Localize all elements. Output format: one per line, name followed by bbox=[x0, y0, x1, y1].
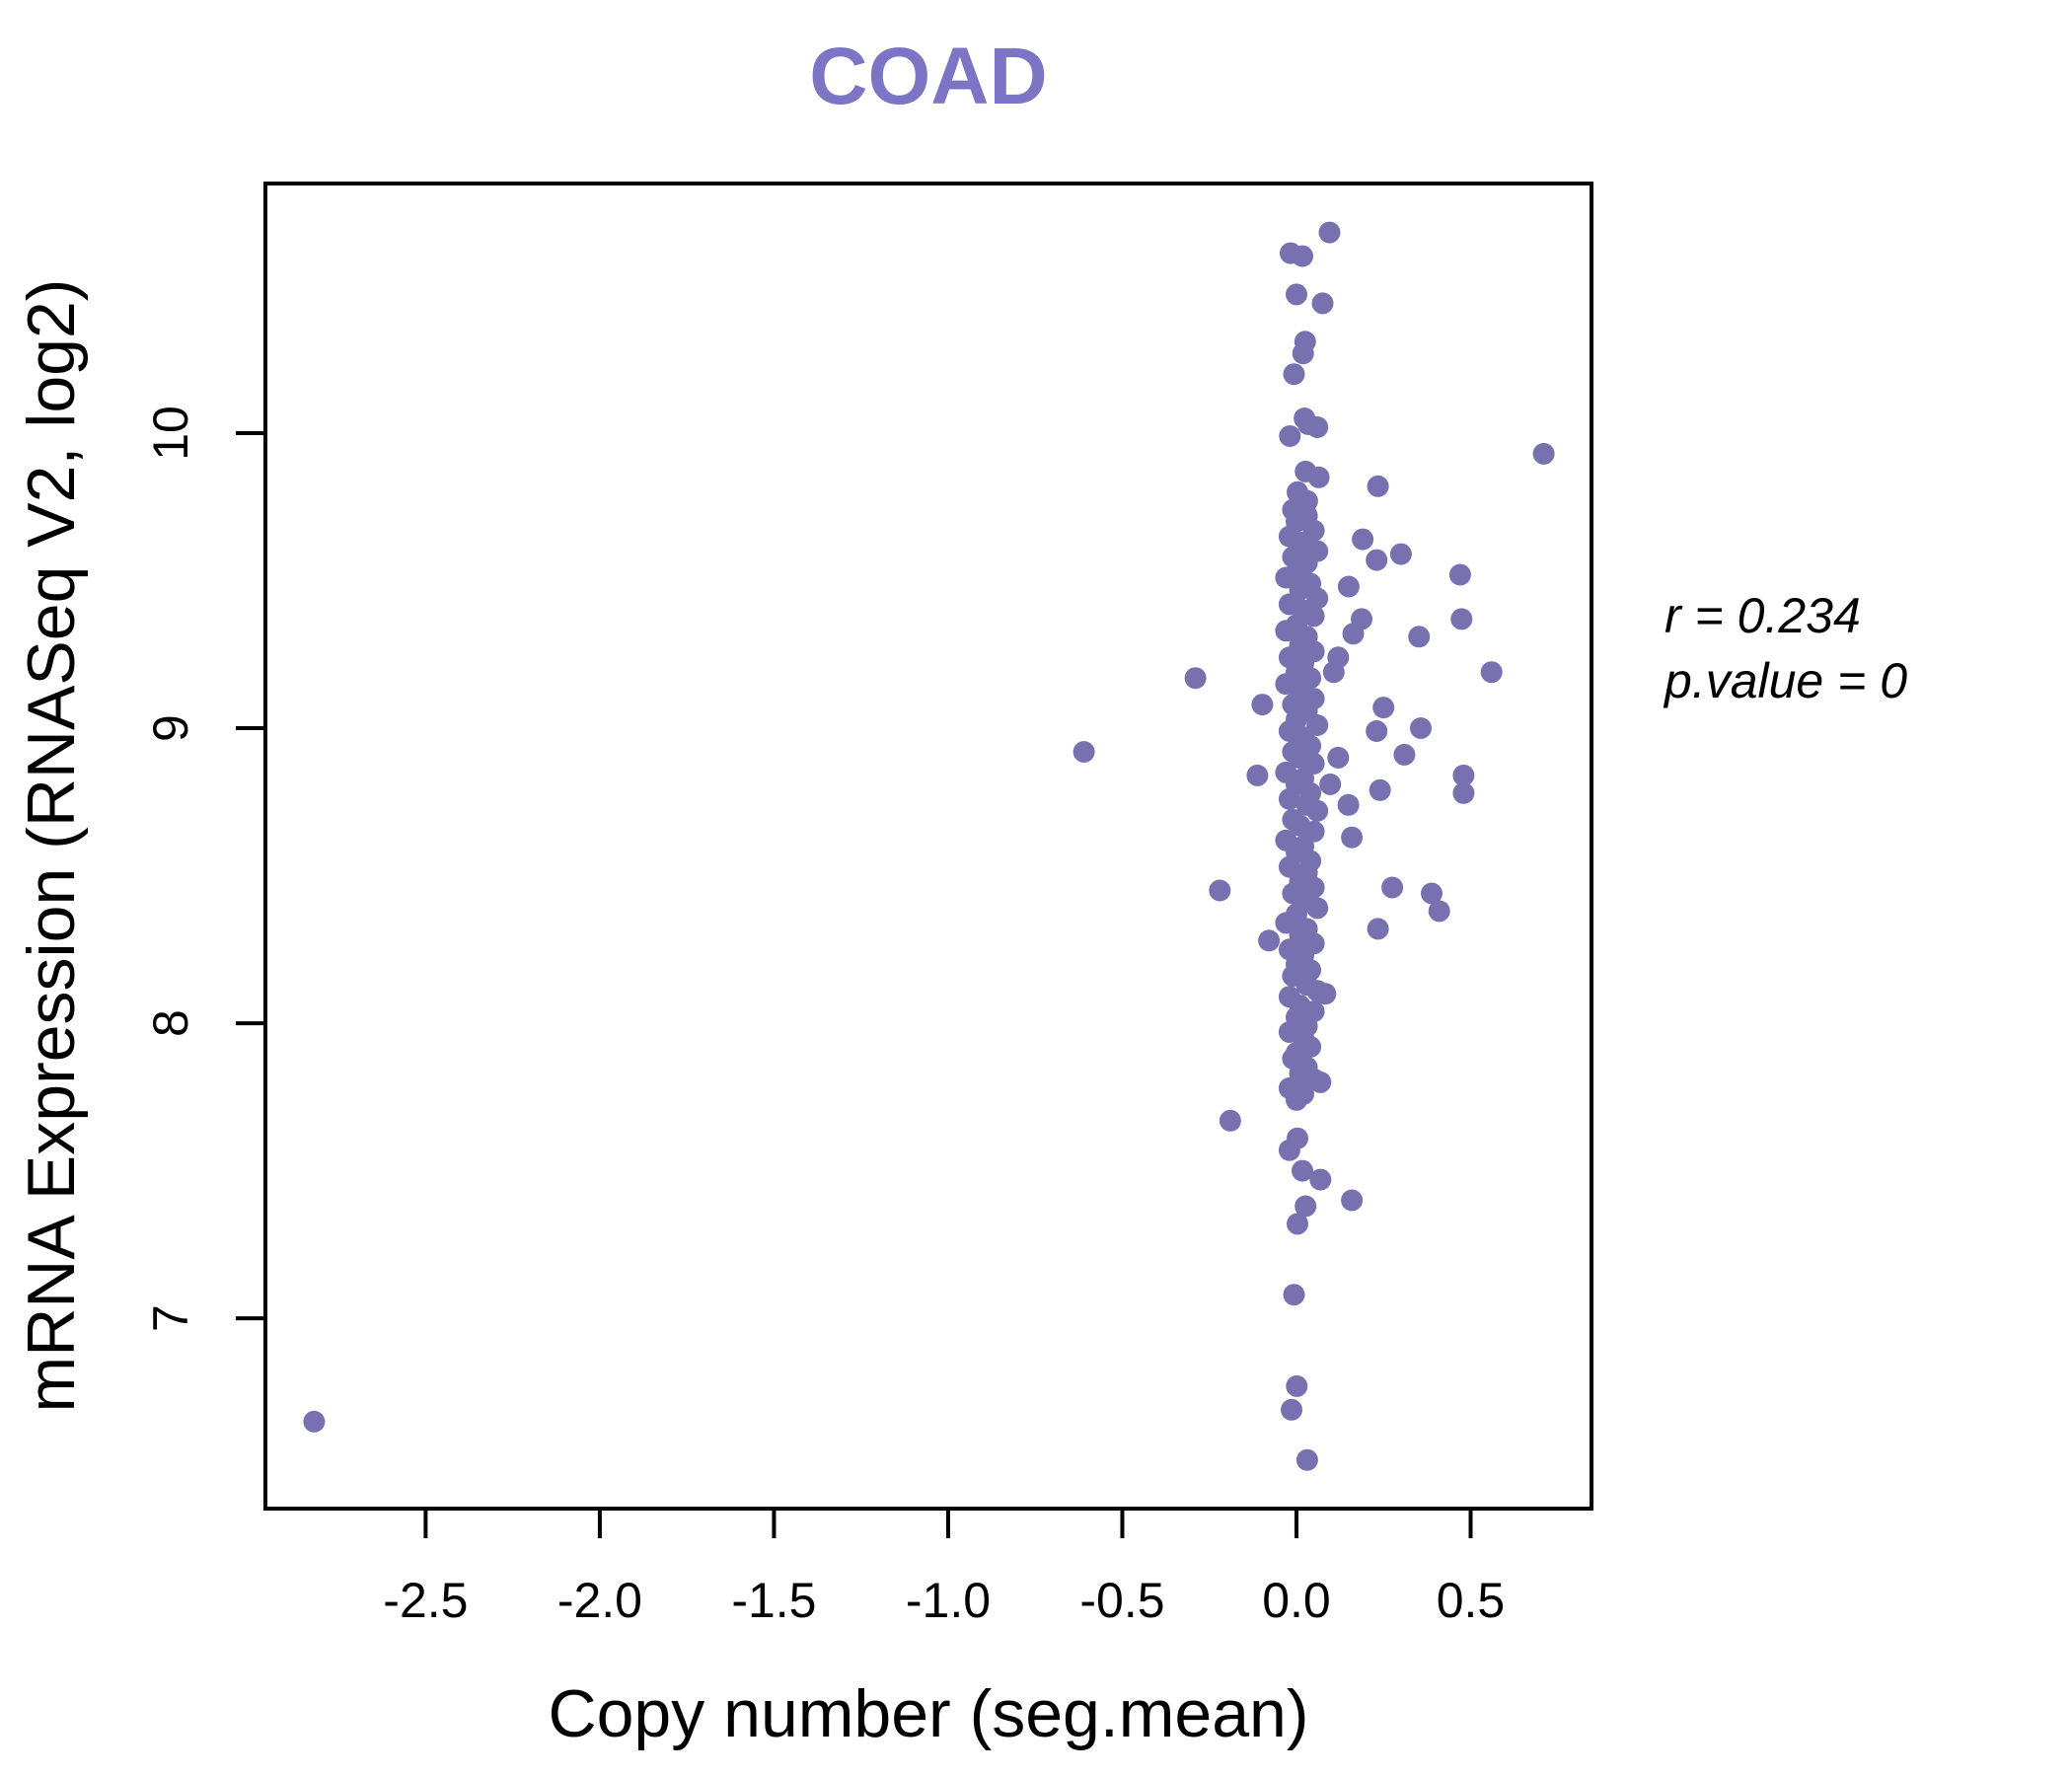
scatter-point bbox=[1283, 1284, 1305, 1306]
y-tick-label: 10 bbox=[143, 406, 198, 461]
scatter-point bbox=[1295, 1195, 1317, 1218]
scatter-point bbox=[1309, 1168, 1332, 1191]
scatter-point bbox=[1341, 1189, 1364, 1212]
chart-title: COAD bbox=[809, 32, 1047, 121]
x-tick-label: -1.0 bbox=[906, 1573, 991, 1628]
x-tick-label: -2.5 bbox=[383, 1573, 468, 1628]
scatter-point bbox=[1286, 1088, 1307, 1111]
scatter-point bbox=[303, 1410, 326, 1433]
x-tick-label: -1.5 bbox=[731, 1573, 816, 1628]
scatter-point bbox=[1532, 442, 1555, 465]
scatter-point bbox=[1322, 661, 1345, 684]
scatter-point bbox=[1292, 342, 1314, 365]
scatter-point bbox=[1448, 563, 1471, 586]
scatter-point bbox=[1366, 549, 1388, 571]
x-tick-label: -0.5 bbox=[1079, 1573, 1164, 1628]
scatter-point bbox=[1372, 697, 1395, 719]
x-axis-ticks: -2.5 -2.0 -1.5 -1.0 -0.5 0.0 0.5 bbox=[383, 1509, 1505, 1628]
scatter-point bbox=[1410, 717, 1432, 739]
scatter-point bbox=[1073, 741, 1095, 763]
scatter-point bbox=[1287, 1213, 1308, 1235]
scatter-point bbox=[1281, 1398, 1302, 1421]
scatter-point bbox=[1450, 608, 1473, 630]
scatter-point bbox=[1452, 781, 1475, 804]
scatter-point bbox=[1337, 793, 1360, 816]
y-axis-ticks: 7 8 9 10 bbox=[143, 406, 265, 1332]
scatter-point bbox=[1381, 876, 1404, 899]
scatter-point bbox=[1306, 799, 1329, 822]
scatter-point bbox=[1184, 667, 1207, 690]
x-tick-label: -2.0 bbox=[557, 1573, 642, 1628]
scatter-point bbox=[1251, 694, 1274, 716]
scatter-point bbox=[1292, 1159, 1313, 1182]
y-tick-label: 8 bbox=[143, 1009, 198, 1037]
scatter-point bbox=[1302, 605, 1325, 628]
scatter-point bbox=[1209, 879, 1231, 902]
scatter-point bbox=[1219, 1109, 1241, 1132]
correlation-annotation-line1: r = 0.234 bbox=[1665, 588, 1861, 643]
scatter-point bbox=[1283, 363, 1305, 386]
scatter-point bbox=[1408, 626, 1431, 648]
scatter-point bbox=[1367, 918, 1389, 940]
scatter-point bbox=[1319, 773, 1342, 795]
scatter-point bbox=[1278, 787, 1300, 810]
scatter-point bbox=[1307, 466, 1330, 488]
x-axis-label: Copy number (seg.mean) bbox=[548, 1676, 1308, 1751]
scatter-point bbox=[1327, 746, 1350, 769]
scatter-point bbox=[1480, 661, 1503, 684]
x-tick-label: 0.0 bbox=[1262, 1573, 1331, 1628]
scatter-point bbox=[1279, 425, 1301, 447]
scatter-point bbox=[1295, 1448, 1318, 1471]
scatter-point bbox=[1342, 623, 1365, 645]
scatter-point bbox=[1306, 416, 1329, 438]
scatter-point bbox=[1337, 575, 1360, 598]
scatter-point bbox=[1278, 1139, 1300, 1161]
data-points-layer bbox=[303, 221, 1555, 1471]
scatter-point bbox=[1311, 292, 1334, 315]
scatter-point bbox=[1452, 764, 1475, 786]
scatter-point bbox=[1246, 764, 1269, 786]
y-tick-label: 7 bbox=[143, 1304, 198, 1332]
scatter-point bbox=[1306, 897, 1329, 920]
scatter-point bbox=[1366, 720, 1388, 742]
scatter-point bbox=[1286, 283, 1307, 306]
plot-area-border bbox=[263, 182, 1593, 1511]
scatter-point bbox=[1286, 1374, 1308, 1397]
scatter-point bbox=[1275, 620, 1297, 642]
scatter-point bbox=[1306, 980, 1329, 1002]
y-tick-label: 9 bbox=[143, 714, 198, 742]
scatter-point bbox=[1369, 778, 1391, 801]
pvalue-annotation-line2: p.value = 0 bbox=[1663, 653, 1907, 708]
scatter-point bbox=[1428, 900, 1450, 923]
scatter-point bbox=[1393, 743, 1416, 766]
x-tick-label: 0.5 bbox=[1437, 1573, 1506, 1628]
scatter-point bbox=[1389, 543, 1412, 565]
scatter-point bbox=[1341, 826, 1364, 849]
scatter-point bbox=[1292, 245, 1313, 267]
y-axis-label: mRNA Expression (RNASeq V2, log2) bbox=[14, 279, 89, 1413]
scatter-point bbox=[1258, 929, 1281, 952]
scatter-point bbox=[1421, 882, 1443, 905]
scatter-point bbox=[1367, 475, 1389, 497]
scatter-point bbox=[1352, 528, 1374, 551]
scatter-point bbox=[1318, 221, 1341, 244]
